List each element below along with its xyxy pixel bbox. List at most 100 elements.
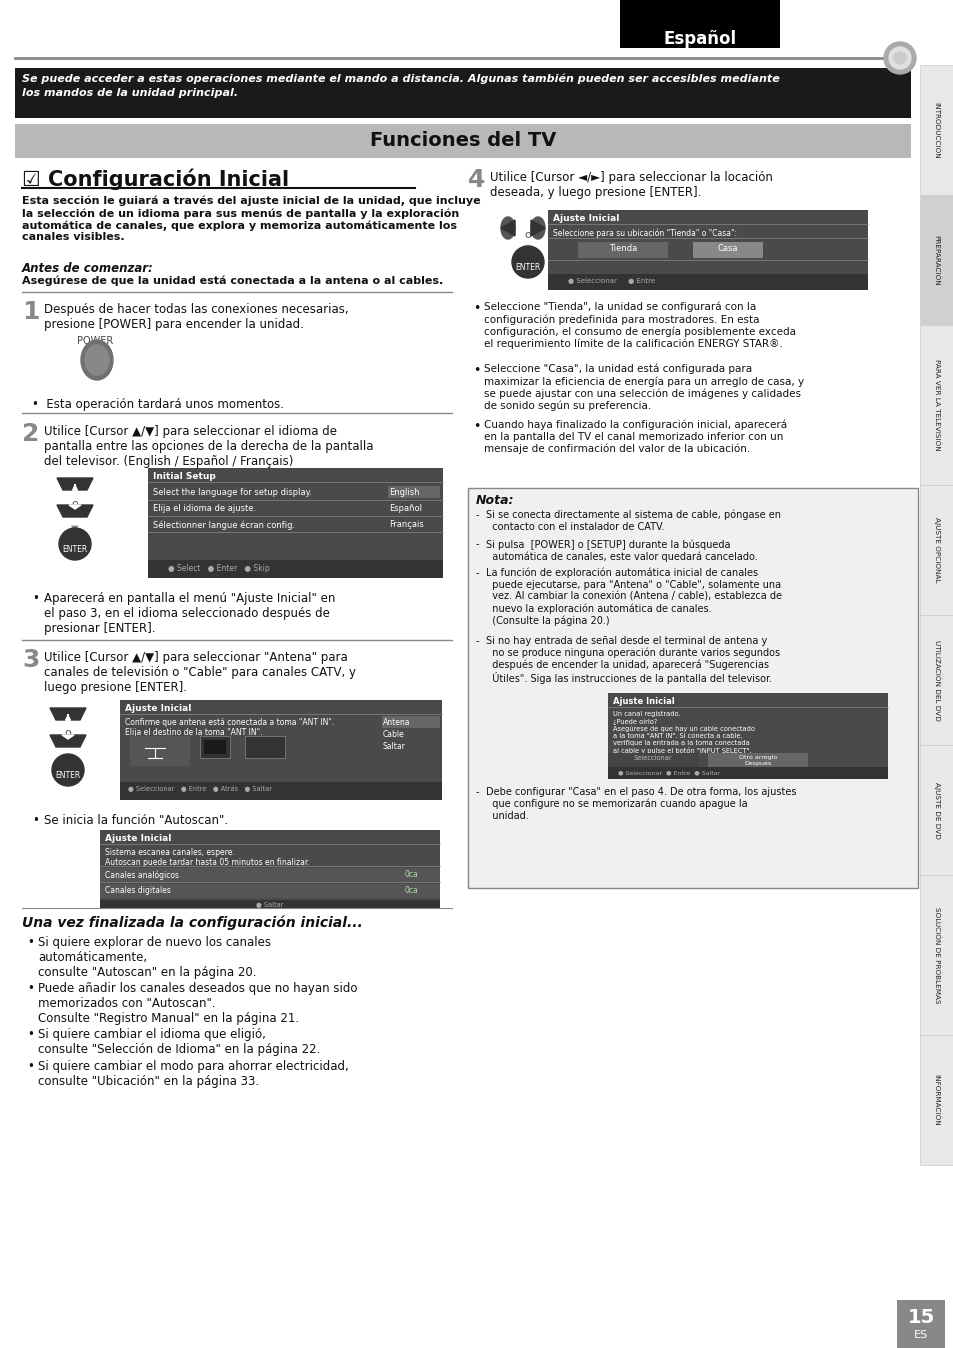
Text: Funciones del TV: Funciones del TV xyxy=(370,131,556,150)
Text: Utilice [Cursor ▲/▼] para seleccionar el idioma de
pantalla entre las opciones d: Utilice [Cursor ▲/▼] para seleccionar el… xyxy=(44,425,374,468)
Text: La función de exploración automática inicial de canales
  puede ejecutarse, para: La función de exploración automática ini… xyxy=(485,568,781,625)
Text: Si pulsa  [POWER] o [SETUP] durante la búsqueda
  automática de canales, este va: Si pulsa [POWER] o [SETUP] durante la bú… xyxy=(485,539,757,562)
Text: ☑ Configuración Inicial: ☑ Configuración Inicial xyxy=(22,168,289,190)
Bar xyxy=(619,0,780,49)
Text: 1: 1 xyxy=(22,301,39,324)
Bar xyxy=(15,67,910,119)
Text: Español: Español xyxy=(389,504,421,514)
Text: ▼: ▼ xyxy=(71,524,79,534)
Text: PREPARACIÓN: PREPARACIÓN xyxy=(933,235,940,286)
Text: Un canal registrado.
¿Puede oírlo?
Asegúrese de que hay un cable conectado
a la : Un canal registrado. ¿Puede oírlo? Asegú… xyxy=(613,710,754,755)
Bar xyxy=(204,740,226,754)
Bar xyxy=(100,884,439,898)
Polygon shape xyxy=(50,735,86,747)
Text: AJUSTE OPCIONAL: AJUSTE OPCIONAL xyxy=(933,518,939,582)
Text: Elija el idioma de ajuste.: Elija el idioma de ajuste. xyxy=(152,504,255,514)
Polygon shape xyxy=(50,708,86,720)
Text: Casa: Casa xyxy=(717,244,738,253)
Text: Si no hay entrada de señal desde el terminal de antena y
  no se produce ninguna: Si no hay entrada de señal desde el term… xyxy=(485,636,780,685)
Text: Puede añadir los canales deseados que no hayan sido
memorizados con "Autoscan".
: Puede añadir los canales deseados que no… xyxy=(38,981,357,1024)
Text: 15: 15 xyxy=(906,1308,934,1326)
Text: •: • xyxy=(27,1060,34,1073)
Text: ENTER: ENTER xyxy=(55,771,81,780)
Text: Utilice [Cursor ◄/►] para seleccionar la locación
deseada, y luego presione [ENT: Utilice [Cursor ◄/►] para seleccionar la… xyxy=(490,171,772,200)
Text: Nota:: Nota: xyxy=(476,493,514,507)
Text: Tienda: Tienda xyxy=(608,244,637,253)
Text: Seleccione "Casa", la unidad está configurada para
maximizar la eficiencia de en: Seleccione "Casa", la unidad está config… xyxy=(483,364,803,411)
Text: •  Esta operación tardará unos momentos.: • Esta operación tardará unos momentos. xyxy=(32,398,284,411)
Text: AJUSTE DE DVD: AJUSTE DE DVD xyxy=(933,782,939,838)
Bar xyxy=(468,488,917,888)
Text: Cuando haya finalizado la configuración inicial, aparecerá
en la pantalla del TV: Cuando haya finalizado la configuración … xyxy=(483,421,786,454)
Text: ENTER: ENTER xyxy=(515,263,540,272)
Text: Ajuste Inicial: Ajuste Inicial xyxy=(105,834,172,842)
Text: Ajuste Inicial: Ajuste Inicial xyxy=(553,214,618,222)
Text: SOLUCIÓN DE PROBLEMAS: SOLUCIÓN DE PROBLEMAS xyxy=(933,907,940,1003)
Circle shape xyxy=(893,53,905,63)
Text: Seleccione "Tienda", la unidad se configurará con la
configuración predefinida p: Seleccione "Tienda", la unidad se config… xyxy=(483,302,795,349)
Bar xyxy=(607,693,887,779)
Text: UTILIZACIÓN DEL DVD: UTILIZACIÓN DEL DVD xyxy=(933,639,940,720)
Text: Français: Français xyxy=(389,520,423,528)
Bar xyxy=(919,65,953,195)
Text: Una vez finalizada la configuración inicial...: Una vez finalizada la configuración inic… xyxy=(22,917,362,930)
Text: -: - xyxy=(476,568,479,578)
Bar xyxy=(692,243,762,257)
Text: •: • xyxy=(27,1029,34,1041)
Text: Select the language for setup display.: Select the language for setup display. xyxy=(152,488,312,497)
Bar xyxy=(919,485,953,615)
Text: Español: Español xyxy=(662,30,736,49)
Polygon shape xyxy=(531,220,544,236)
Text: Se inicia la función "Autoscan".: Se inicia la función "Autoscan". xyxy=(44,814,228,828)
Text: 0ca: 0ca xyxy=(405,886,418,895)
Bar xyxy=(919,195,953,325)
Bar xyxy=(919,1035,953,1165)
Text: Antena: Antena xyxy=(382,718,410,727)
Text: 4: 4 xyxy=(468,168,485,191)
Text: Confirme que antena está conectada a toma "ANT IN".
Elija el destino de la toma : Confirme que antena está conectada a tom… xyxy=(125,718,334,737)
Circle shape xyxy=(512,245,543,278)
Bar xyxy=(200,736,230,758)
Polygon shape xyxy=(69,506,81,510)
Text: Aparecerá en pantalla el menú "Ajuste Inicial" en
el paso 3, en el idioma selecc: Aparecerá en pantalla el menú "Ajuste In… xyxy=(44,592,335,635)
Ellipse shape xyxy=(500,217,515,239)
Text: INFORMACIÓN: INFORMACIÓN xyxy=(933,1074,940,1126)
Bar xyxy=(468,488,917,888)
Bar xyxy=(607,754,698,767)
Text: Sélectionner langue écran config.: Sélectionner langue écran config. xyxy=(152,520,294,530)
Polygon shape xyxy=(57,479,92,491)
Text: o: o xyxy=(524,231,531,240)
Polygon shape xyxy=(62,735,74,739)
Text: los mandos de la unidad principal.: los mandos de la unidad principal. xyxy=(22,88,238,98)
Text: -: - xyxy=(476,636,479,646)
Polygon shape xyxy=(57,506,92,518)
Text: Si quiere explorar de nuevo los canales
automáticamente,
consulte "Autoscan" en : Si quiere explorar de nuevo los canales … xyxy=(38,936,271,979)
Text: ES: ES xyxy=(913,1330,927,1340)
Bar xyxy=(381,716,439,728)
Text: Si se conecta directamente al sistema de cable, póngase en
  contacto con el ins: Si se conecta directamente al sistema de… xyxy=(485,510,781,532)
Circle shape xyxy=(52,754,84,786)
Text: -: - xyxy=(476,787,479,797)
Text: Initial Setup: Initial Setup xyxy=(152,472,215,481)
Bar xyxy=(388,487,439,497)
Text: Seleccione para su ubicación "Tienda" o "Casa":: Seleccione para su ubicación "Tienda" o … xyxy=(553,228,737,237)
Ellipse shape xyxy=(85,345,109,375)
Text: 0ca: 0ca xyxy=(405,869,418,879)
Bar xyxy=(896,1299,944,1348)
Bar xyxy=(547,274,867,290)
Bar xyxy=(919,615,953,745)
Bar xyxy=(148,468,442,578)
Text: ▼: ▼ xyxy=(524,244,531,253)
Text: ENTER: ENTER xyxy=(62,545,88,554)
Text: •: • xyxy=(473,421,480,433)
Text: Se puede acceder a estas operaciones mediante el mando a distancia. Algunas tamb: Se puede acceder a estas operaciones med… xyxy=(22,74,779,85)
Text: -: - xyxy=(476,510,479,520)
Text: Utilice [Cursor ▲/▼] para seleccionar "Antena" para
canales de televisión o "Cab: Utilice [Cursor ▲/▼] para seleccionar "A… xyxy=(44,651,355,694)
Bar xyxy=(919,325,953,485)
Text: ● Saltar: ● Saltar xyxy=(256,902,283,909)
Text: 3: 3 xyxy=(22,648,39,673)
Polygon shape xyxy=(500,220,515,236)
Bar xyxy=(100,868,439,882)
Ellipse shape xyxy=(531,217,544,239)
Text: INTRODUCCIÓN: INTRODUCCIÓN xyxy=(933,101,940,158)
